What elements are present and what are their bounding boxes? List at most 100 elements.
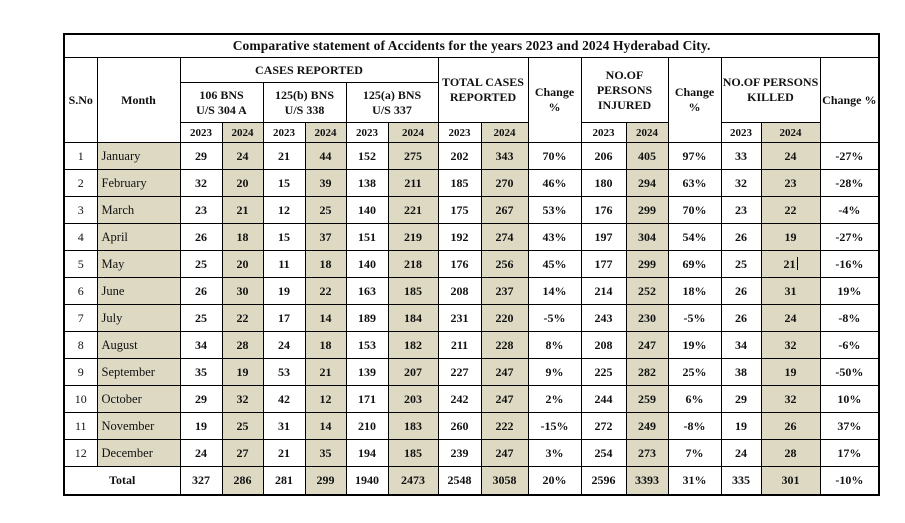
cell-kchg: -27%	[819, 142, 880, 170]
cell-b24: 299	[304, 466, 347, 496]
cell-ichg: 70%	[667, 196, 722, 224]
year-header-2023: 2023	[580, 122, 627, 143]
cell-kchg: -4%	[819, 196, 880, 224]
row-may: 5 May 25 20 11 18 140 218 176 256 45% 177 299 69% 25 21…	[63, 250, 880, 278]
cell-t23: 242	[437, 385, 482, 413]
cell-month: September	[96, 358, 181, 386]
cell-k23: 26	[720, 277, 762, 305]
cell-c24: 182	[387, 331, 439, 359]
row-december: 12 December 24 27 21 35 194 185 239 247 3% 254 273 7%…	[63, 439, 880, 467]
cell-a24: 286	[221, 466, 264, 496]
cell-a23: 34	[179, 331, 223, 359]
cell-i23: 197	[580, 223, 627, 251]
cell-t23: 208	[437, 277, 482, 305]
cell-a24: 27	[221, 439, 264, 467]
cell-t23: 192	[437, 223, 482, 251]
header-change-total: Change %	[527, 57, 582, 143]
cell-sno: 2	[63, 169, 98, 197]
cell-b24: 25	[304, 196, 347, 224]
cell-i23: 2596	[580, 466, 627, 496]
cell-a24: 22	[221, 304, 264, 332]
cell-month: April	[96, 223, 181, 251]
cell-b23: 19	[262, 277, 306, 305]
cell-t23: 2548	[437, 466, 482, 496]
cell-ichg: 19%	[667, 331, 722, 359]
cell-kchg: -28%	[819, 169, 880, 197]
cell-ichg: 97%	[667, 142, 722, 170]
cell-sno: 11	[63, 412, 98, 440]
cell-i23: 176	[580, 196, 627, 224]
cell-t23: 227	[437, 358, 482, 386]
cell-a24: 21	[221, 196, 264, 224]
cell-month: December	[96, 439, 181, 467]
cell-k24: 32	[760, 331, 821, 359]
cell-k24: 24	[760, 304, 821, 332]
cell-kchg: 19%	[819, 277, 880, 305]
cell-month: January	[96, 142, 181, 170]
cell-b23: 21	[262, 142, 306, 170]
cell-kchg: 37%	[819, 412, 880, 440]
row-april: 4 April 26 18 15 37 151 219 192 274 43% 197 304 54% 26…	[63, 223, 880, 251]
cell-ichg: 6%	[667, 385, 722, 413]
cell-t24: 256	[480, 250, 529, 278]
cell-i24: 405	[625, 142, 669, 170]
cell-t23: 175	[437, 196, 482, 224]
header-group-106-bns: 106 BNS U/S 304 A	[179, 82, 264, 123]
cell-tchg: 2%	[527, 385, 582, 413]
cell-k23: 26	[720, 223, 762, 251]
cell-b24: 39	[304, 169, 347, 197]
cell-month: November	[96, 412, 181, 440]
cell-k24: 24	[760, 142, 821, 170]
cell-c23: 138	[345, 169, 389, 197]
cell-c23: 171	[345, 385, 389, 413]
cell-kchg: 10%	[819, 385, 880, 413]
cell-a24: 28	[221, 331, 264, 359]
cell-i24: 259	[625, 385, 669, 413]
cell-a23: 25	[179, 250, 223, 278]
cell-k24: 31	[760, 277, 821, 305]
cell-b23: 15	[262, 169, 306, 197]
cell-sno: 6	[63, 277, 98, 305]
header-cases-reported: CASES REPORTED	[179, 57, 439, 83]
cell-kchg: -8%	[819, 304, 880, 332]
cell-k23: 38	[720, 358, 762, 386]
cell-month: March	[96, 196, 181, 224]
cell-tchg: 3%	[527, 439, 582, 467]
cell-k23: 32	[720, 169, 762, 197]
cell-k23: 23	[720, 196, 762, 224]
cell-i24: 273	[625, 439, 669, 467]
cell-k24: 26	[760, 412, 821, 440]
cell-ichg: 7%	[667, 439, 722, 467]
row-june: 6 June 26 30 19 22 163 185 208 237 14% 214 252 18% 26 3…	[63, 277, 880, 305]
cell-c24: 219	[387, 223, 439, 251]
cell-b24: 14	[304, 304, 347, 332]
cell-month: October	[96, 385, 181, 413]
cell-tchg: 20%	[527, 466, 582, 496]
row-january: 1 January 29 24 21 44 152 275 202 343 70% 206 405 97%…	[63, 142, 880, 170]
cell-sno: 8	[63, 331, 98, 359]
year-header-2024: 2024	[221, 122, 264, 143]
cell-b23: 17	[262, 304, 306, 332]
cell-b24: 35	[304, 439, 347, 467]
cell-a23: 19	[179, 412, 223, 440]
cell-c23: 153	[345, 331, 389, 359]
cell-ichg: 25%	[667, 358, 722, 386]
cell-i24: 230	[625, 304, 669, 332]
cell-t24: 270	[480, 169, 529, 197]
cell-a24: 25	[221, 412, 264, 440]
year-header-2023: 2023	[262, 122, 306, 143]
accidents-comparison-table: Comparative statement of Accidents for t…	[63, 33, 881, 496]
cell-a24: 19	[221, 358, 264, 386]
cell-b24: 12	[304, 385, 347, 413]
cell-a23: 23	[179, 196, 223, 224]
cell-tchg: 8%	[527, 331, 582, 359]
cell-t23: 239	[437, 439, 482, 467]
cell-a23: 35	[179, 358, 223, 386]
cell-t24: 3058	[480, 466, 529, 496]
cell-t23: 202	[437, 142, 482, 170]
cell-c24: 184	[387, 304, 439, 332]
cell-b23: 31	[262, 412, 306, 440]
cell-t24: 274	[480, 223, 529, 251]
cell-a24: 20	[221, 250, 264, 278]
cell-b23: 53	[262, 358, 306, 386]
